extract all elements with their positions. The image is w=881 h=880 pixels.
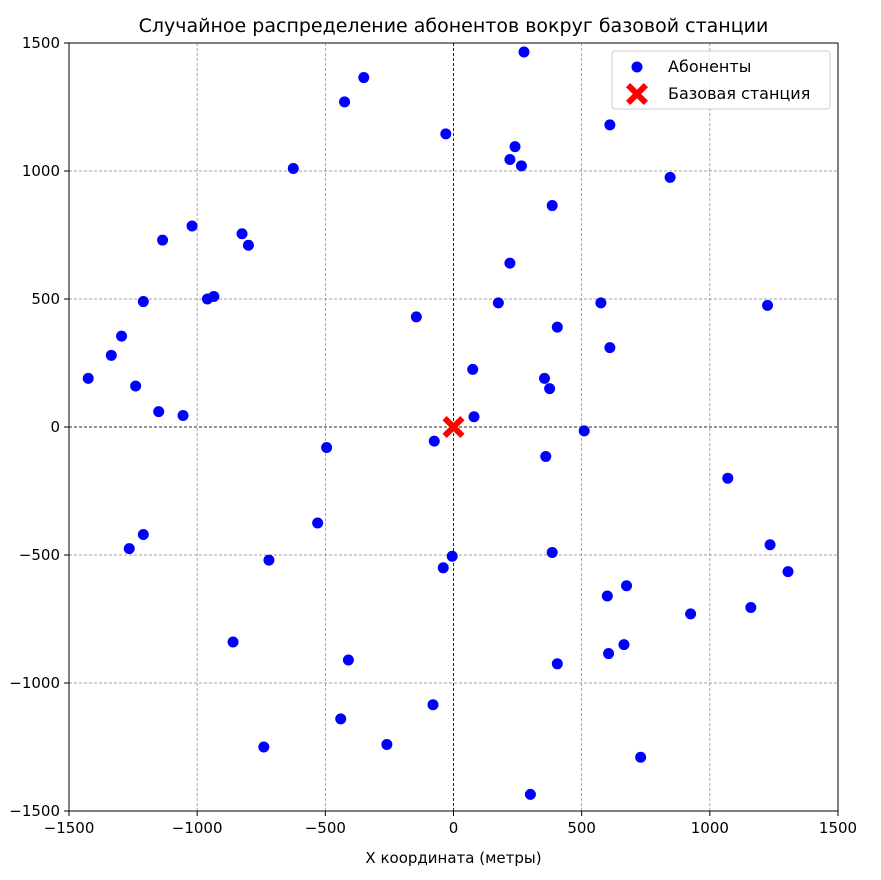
- subscriber-point: [242, 239, 254, 251]
- subscriber-point: [762, 299, 774, 311]
- subscriber-point: [186, 220, 198, 232]
- x-tick-label: 1000: [691, 819, 729, 837]
- subscriber-point: [227, 636, 239, 648]
- subscriber-point: [137, 296, 149, 308]
- subscriber-point: [287, 162, 299, 174]
- subscriber-point: [153, 406, 165, 418]
- subscriber-point: [595, 297, 607, 309]
- legend-marker-base-station-icon: [626, 83, 648, 105]
- y-tick-label: −1500: [9, 802, 60, 820]
- subscriber-point: [381, 738, 393, 750]
- subscriber-point: [157, 234, 169, 246]
- subscriber-point: [618, 639, 630, 651]
- y-tick-label: 1000: [22, 162, 60, 180]
- x-tick-label: 1500: [819, 819, 857, 837]
- subscriber-point: [518, 46, 530, 58]
- chart-title: Случайное распределение абонентов вокруг…: [139, 15, 769, 37]
- subscriber-point: [722, 472, 734, 484]
- y-tick-label: −500: [19, 546, 60, 564]
- subscriber-point: [427, 699, 439, 711]
- subscriber-point: [437, 562, 449, 574]
- subscriber-point: [236, 228, 248, 240]
- x-tick-label: 0: [449, 819, 459, 837]
- subscriber-point: [685, 608, 697, 620]
- subscriber-point: [551, 658, 563, 670]
- subscriber-point: [764, 539, 776, 551]
- x-tick-label: −500: [305, 819, 346, 837]
- base-station-point: [442, 416, 465, 438]
- subscriber-point: [664, 171, 676, 183]
- y-tick-label: −1000: [9, 674, 60, 692]
- subscriber-point: [428, 435, 440, 447]
- subscriber-point: [601, 590, 613, 602]
- subscriber-point: [468, 411, 480, 423]
- y-tick-label: 500: [31, 290, 60, 308]
- subscriber-point: [339, 96, 351, 108]
- legend-label-subscribers: Абоненты: [668, 57, 751, 76]
- x-axis-label: X координата (метры): [365, 849, 541, 867]
- subscriber-point: [546, 546, 558, 558]
- subscriber-point: [524, 788, 536, 800]
- subscriber-point: [82, 372, 94, 384]
- x-tick-label: −1500: [44, 819, 95, 837]
- subscriber-point: [208, 290, 220, 302]
- x-tick-label: −1000: [172, 819, 223, 837]
- subscriber-point: [258, 741, 270, 753]
- subscriber-point: [578, 425, 590, 437]
- subscriber-point: [130, 380, 142, 392]
- subscriber-point: [105, 349, 117, 361]
- data-points: [82, 46, 794, 800]
- subscriber-point: [177, 409, 189, 421]
- subscriber-point: [782, 566, 794, 578]
- legend: Абоненты Базовая станция: [611, 50, 831, 110]
- subscriber-point: [467, 363, 479, 375]
- subscriber-point: [604, 119, 616, 131]
- subscriber-point: [603, 648, 615, 660]
- y-tick-label: 1500: [22, 34, 60, 52]
- legend-label-base-station: Базовая станция: [668, 84, 810, 103]
- y-tick-label: 0: [50, 418, 60, 436]
- axis-ticks: −1500 −1000 −500 0 500 1000 1500 −1500 −1000 −500…: [9, 34, 857, 837]
- subscriber-point: [335, 713, 347, 725]
- subscriber-point: [312, 517, 324, 529]
- subscriber-point: [440, 128, 452, 140]
- subscriber-point: [538, 372, 550, 384]
- legend-box: [611, 50, 831, 110]
- subscriber-point: [123, 543, 135, 555]
- subscriber-point: [546, 200, 558, 212]
- x-tick-label: 500: [567, 819, 596, 837]
- zero-lines: [69, 43, 838, 811]
- subscriber-point: [504, 153, 516, 165]
- subscriber-point: [446, 550, 458, 562]
- subscriber-point: [635, 751, 647, 763]
- subscriber-point: [321, 441, 333, 453]
- subscriber-point: [604, 342, 616, 354]
- subscriber-point: [509, 141, 521, 153]
- subscriber-point: [492, 297, 504, 309]
- legend-marker-subscribers: [631, 61, 643, 73]
- subscriber-point: [342, 654, 354, 666]
- subscriber-point: [410, 311, 422, 323]
- subscriber-point: [540, 450, 552, 462]
- subscriber-point: [551, 321, 563, 333]
- subscriber-point: [544, 383, 556, 395]
- subscriber-point: [116, 330, 128, 342]
- subscriber-point: [515, 160, 527, 172]
- subscriber-point: [137, 529, 149, 541]
- subscriber-point: [504, 257, 516, 269]
- subscriber-point: [358, 72, 370, 84]
- subscriber-point: [621, 580, 633, 592]
- subscriber-point: [263, 554, 275, 566]
- subscriber-point: [745, 601, 757, 613]
